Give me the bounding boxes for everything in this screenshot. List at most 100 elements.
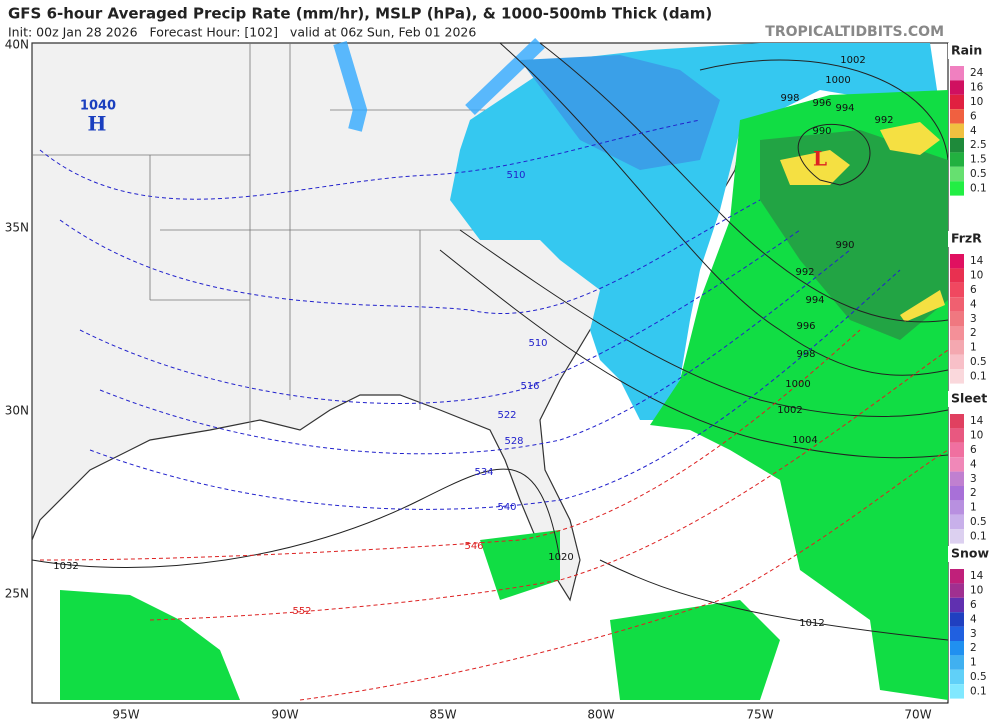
- legend-level: 3: [970, 628, 977, 640]
- thickness-label: 540: [497, 502, 516, 513]
- snow-band: [333, 37, 545, 132]
- lat-label: 25N: [5, 587, 29, 601]
- legend-swatch: [950, 138, 964, 153]
- legend-level: 14: [970, 415, 984, 427]
- lon-label: 95W: [112, 708, 139, 722]
- isobar-label: 990: [812, 126, 831, 137]
- legend-swatch: [950, 297, 964, 312]
- isobar-label: 1020: [548, 552, 573, 563]
- legend-swatch: [950, 109, 964, 124]
- legend-level: 0.1: [970, 530, 987, 542]
- legend-swatch: [950, 641, 964, 656]
- rain-gulf: [60, 530, 780, 700]
- legend-level: 16: [970, 82, 984, 94]
- legend-level: 0.5: [970, 516, 987, 528]
- isobar-label: 990: [835, 240, 854, 251]
- legend-swatch: [950, 166, 964, 182]
- legend-level: 1: [970, 502, 977, 514]
- legend-swatch: [950, 181, 964, 196]
- thickness-label: 528: [504, 436, 523, 447]
- legend-level: 10: [970, 96, 983, 108]
- legend-header-bg: [948, 391, 1000, 407]
- thickness-label: 510: [506, 170, 525, 181]
- legend-level: 4: [970, 298, 977, 310]
- lon-label: 70W: [904, 708, 931, 722]
- legend-level: 4: [970, 613, 977, 625]
- legend-level: 0.1: [970, 685, 987, 697]
- legend-level: 0.5: [970, 356, 987, 368]
- legend-swatch: [950, 326, 964, 341]
- legend-level: 2: [970, 487, 977, 499]
- legend-swatch: [950, 369, 964, 384]
- legend-swatch: [950, 684, 964, 699]
- lon-label: 75W: [746, 708, 773, 722]
- thickness-label: 552: [292, 606, 311, 617]
- site: TROPICALTIDBITS.COM: [765, 24, 944, 40]
- legend-swatch: [950, 94, 964, 110]
- thickness-label: 534: [474, 467, 493, 478]
- high-value: 1040: [80, 99, 116, 114]
- legend-title: Snow: [951, 546, 989, 561]
- legend-level: 10: [970, 430, 983, 442]
- legend-level: 1: [970, 657, 977, 669]
- legend-level: 3: [970, 473, 977, 485]
- legend-swatch: [950, 514, 964, 530]
- legend-level: 6: [970, 444, 977, 456]
- isobar-label: 998: [780, 93, 799, 104]
- legend-swatch: [950, 340, 964, 355]
- legend-swatch: [950, 529, 964, 544]
- thickness-label: 546: [464, 541, 483, 552]
- isobar-label: 998: [796, 349, 815, 360]
- thickness-warm: [39, 329, 949, 701]
- legend-level: 0.1: [970, 370, 987, 382]
- legend-swatch: [950, 442, 964, 458]
- isobar-label: 996: [812, 98, 831, 109]
- legend-swatch: [950, 626, 964, 641]
- isobar-label: 994: [835, 103, 854, 114]
- legend-level: 4: [970, 458, 977, 470]
- isobar-label: 1002: [840, 55, 865, 66]
- low-symbol: L: [813, 147, 827, 171]
- legend-level: 10: [970, 270, 983, 282]
- legend-level: 1: [970, 342, 977, 354]
- legend-level: 0.5: [970, 168, 987, 180]
- lat-label: 35N: [5, 221, 29, 235]
- legend-level: 6: [970, 599, 977, 611]
- legend-swatch: [950, 414, 964, 429]
- legend-swatch: [950, 569, 964, 584]
- isobar-label: 1000: [825, 75, 850, 86]
- legend-swatch: [950, 597, 964, 613]
- legend-level: 2: [970, 642, 977, 654]
- legend-swatch: [950, 152, 964, 167]
- lon-label: 85W: [429, 708, 456, 722]
- legend-swatch: [950, 66, 964, 81]
- legend-swatch: [950, 457, 964, 472]
- legend-swatch: [950, 583, 964, 598]
- legend-swatch: [950, 428, 964, 443]
- isobar-label: 996: [796, 321, 815, 332]
- init-line: Init: 00z Jan 28 2026 Forecast Hour: [10…: [8, 25, 476, 40]
- legend-swatch: [950, 268, 964, 283]
- legend-title: FrzR: [951, 231, 982, 246]
- thickness-label: 522: [497, 410, 516, 421]
- snow-area: [450, 43, 940, 420]
- legend-header-bg: [948, 43, 1000, 59]
- legend-swatch: [950, 655, 964, 670]
- legend-swatch: [950, 80, 964, 95]
- isobar-label: 1012: [799, 618, 824, 629]
- isobar-label: 1002: [777, 405, 802, 416]
- legend-swatch: [950, 612, 964, 627]
- isobar-label: 1000: [785, 379, 810, 390]
- isobar-label: 992: [874, 115, 893, 126]
- legend-title: Rain: [951, 43, 982, 58]
- lon-label: 90W: [271, 708, 298, 722]
- legend-swatch: [950, 311, 964, 326]
- legend-swatch: [950, 354, 964, 370]
- thickness-cold: [39, 119, 901, 510]
- isobar-label: 1004: [792, 435, 817, 446]
- high-symbol: H: [88, 112, 107, 136]
- legend-swatch: [950, 123, 964, 138]
- isobar-label: 994: [805, 295, 824, 306]
- thickness-label: 510: [528, 338, 547, 349]
